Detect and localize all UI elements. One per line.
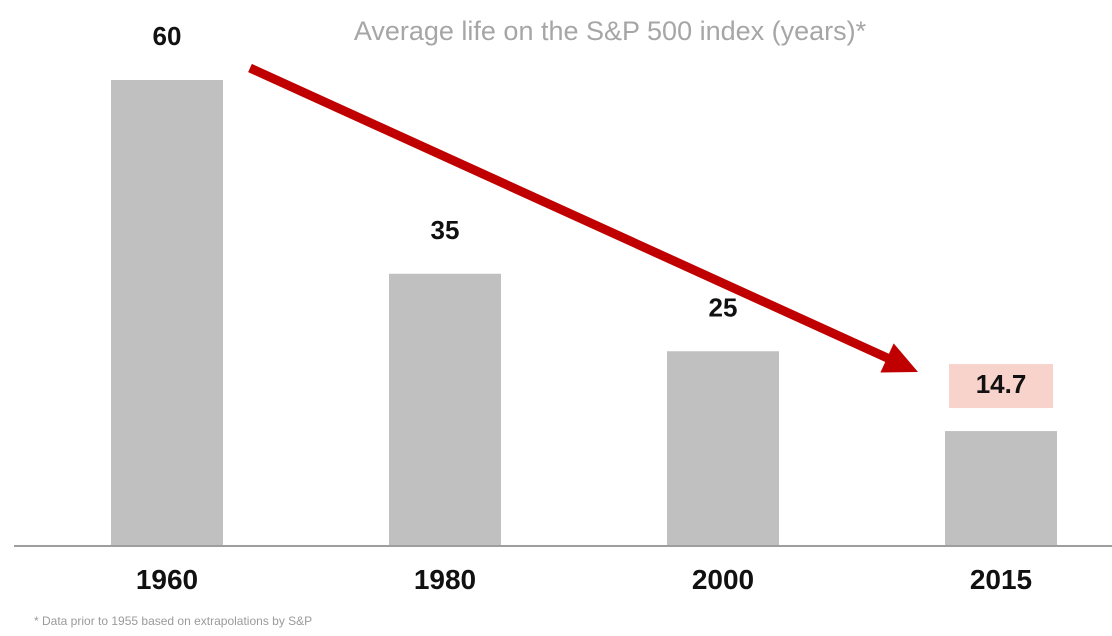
footnote: * Data prior to 1955 based on extrapolat… (34, 614, 312, 628)
trend-arrow-head (880, 343, 918, 373)
x-tick-1980: 1980 (414, 564, 476, 595)
highlight-label-bg (949, 364, 1053, 409)
data-label-1960: 60 (153, 21, 182, 51)
bar-2015 (945, 431, 1057, 545)
bar-1960 (111, 80, 223, 545)
bar-2000 (667, 351, 779, 545)
x-tick-1960: 1960 (136, 564, 198, 595)
x-tick-labels: 1960 1980 2000 2015 (136, 564, 1032, 595)
x-tick-2015: 2015 (970, 564, 1032, 595)
trend-arrow-shaft (248, 63, 896, 366)
bars-layer (111, 80, 1057, 545)
trend-arrow (248, 63, 918, 373)
chart-title: Average life on the S&P 500 index (years… (354, 16, 867, 46)
labels-layer: 60 35 25 14.7 (153, 21, 1053, 409)
x-tick-2000: 2000 (692, 564, 754, 595)
bar-1980 (389, 273, 501, 545)
data-label-2000: 25 (709, 292, 738, 322)
data-label-2015: 14.7 (976, 369, 1027, 399)
data-label-1980: 35 (431, 215, 460, 245)
